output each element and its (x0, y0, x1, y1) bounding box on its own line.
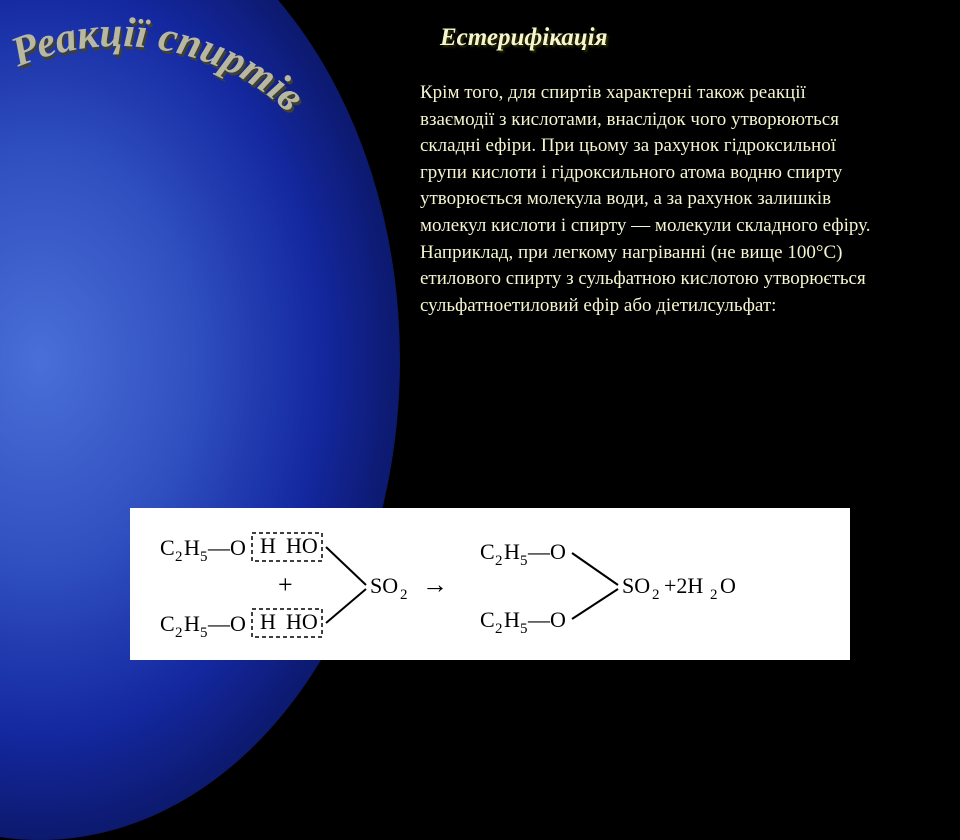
svg-text:—O: —O (527, 539, 566, 564)
chemical-formula: C 2 H 5 —O H HO C 2 H 5 —O H HO + SO 2 (130, 508, 850, 660)
svg-text:+2H: +2H (664, 573, 703, 598)
formula-left-top: C (160, 535, 175, 560)
background-arc (0, 0, 400, 840)
svg-text:O: O (720, 573, 736, 598)
svg-text:2: 2 (175, 549, 183, 565)
body-paragraph: Крім того, для спиртів характерні також … (420, 80, 880, 319)
svg-text:SO: SO (622, 573, 650, 598)
svg-text:2: 2 (400, 587, 408, 603)
svg-text:5: 5 (520, 553, 528, 569)
svg-text:H: H (260, 609, 276, 634)
svg-text:—O: —O (207, 535, 246, 560)
svg-text:HO: HO (286, 533, 318, 558)
svg-text:2: 2 (495, 621, 503, 637)
svg-text:—O: —O (527, 607, 566, 632)
svg-text:2: 2 (175, 625, 183, 641)
svg-text:H: H (504, 539, 520, 564)
svg-text:5: 5 (200, 625, 208, 641)
svg-text:5: 5 (520, 621, 528, 637)
svg-text:H: H (184, 611, 200, 636)
svg-text:—O: —O (207, 611, 246, 636)
svg-text:5: 5 (200, 549, 208, 565)
svg-text:H: H (504, 607, 520, 632)
svg-text:C: C (480, 607, 495, 632)
svg-text:SO: SO (370, 573, 398, 598)
svg-text:H: H (260, 533, 276, 558)
svg-text:H: H (184, 535, 200, 560)
section-heading: Естерифікація (440, 24, 608, 52)
svg-text:→: → (422, 570, 448, 599)
svg-text:2: 2 (710, 587, 718, 603)
svg-text:C: C (160, 611, 175, 636)
svg-text:C: C (480, 539, 495, 564)
svg-text:2: 2 (652, 587, 660, 603)
svg-text:+: + (278, 570, 293, 599)
svg-text:2: 2 (495, 553, 503, 569)
svg-text:HO: HO (286, 609, 318, 634)
